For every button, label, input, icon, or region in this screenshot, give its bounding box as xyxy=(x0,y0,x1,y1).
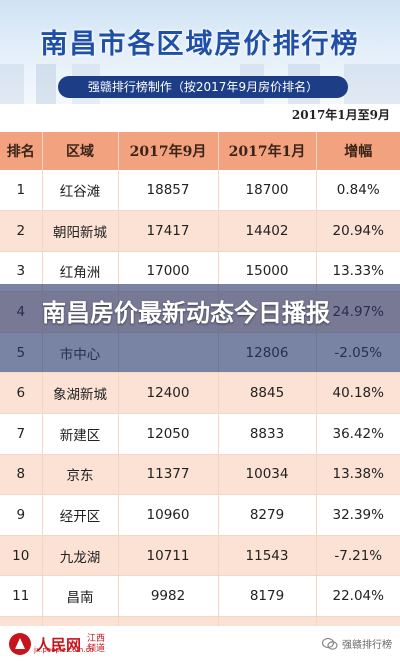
cell-jan-2017: 18700 xyxy=(218,170,317,212)
table-header-row: 排名 区域 2017年9月 2017年1月 增幅 xyxy=(0,132,400,170)
cell-sep-2017: 10711 xyxy=(118,535,219,577)
cell-sep-2017: 18857 xyxy=(118,170,219,212)
cell-sep-2017: 9982 xyxy=(118,575,219,618)
cell-area: 红谷滩 xyxy=(42,170,119,212)
cell-growth: 22.04% xyxy=(316,575,400,618)
header-sep-2017: 2017年9月 xyxy=(118,132,219,170)
cell-area: 象湖新城 xyxy=(42,372,119,415)
table-row: 8 京东 11377 10034 13.38% xyxy=(0,454,400,496)
cell-growth: 36.42% xyxy=(316,413,400,455)
logo-text: 人民网 xyxy=(36,635,82,654)
headline-text: 南昌房价最新动态今日播报 xyxy=(42,299,330,327)
cell-jan-2017: 14402 xyxy=(218,210,317,252)
wechat-icon xyxy=(322,637,338,650)
banner-title: 南昌市各区域房价排行榜 xyxy=(40,29,360,60)
ranking-table: 排名 区域 2017年9月 2017年1月 增幅 1 红谷滩 18857 18700 0… xyxy=(0,132,400,658)
cell-growth: -7.21% xyxy=(316,535,400,577)
header-growth: 增幅 xyxy=(316,132,400,170)
cell-growth: 0.84% xyxy=(316,170,400,212)
cell-growth: 32.39% xyxy=(316,494,400,536)
cell-rank: 10 xyxy=(0,535,43,577)
cell-growth: 40.18% xyxy=(316,372,400,415)
table-row: 7 新建区 12050 8833 36.42% xyxy=(0,413,400,455)
cell-area: 京东 xyxy=(42,454,119,496)
cell-area: 朝阳新城 xyxy=(42,210,119,252)
cell-rank: 11 xyxy=(0,575,43,618)
cell-sep-2017: 12050 xyxy=(118,413,219,455)
cell-rank: 6 xyxy=(0,372,43,415)
cell-area: 昌南 xyxy=(42,575,119,618)
cell-area: 九龙湖 xyxy=(42,535,119,577)
cell-area: 新建区 xyxy=(42,413,119,455)
cell-jan-2017: 8833 xyxy=(218,413,317,455)
cell-jan-2017: 11543 xyxy=(218,535,317,577)
table-row: 2 朝阳新城 17417 14402 20.94% xyxy=(0,210,400,252)
cell-growth: 20.94% xyxy=(316,210,400,252)
cell-sep-2017: 11377 xyxy=(118,454,219,496)
date-range: 2017年1月至9月 xyxy=(291,108,390,122)
cell-jan-2017: 8279 xyxy=(218,494,317,536)
header-jan-2017: 2017年1月 xyxy=(218,132,317,170)
header-area: 区域 xyxy=(42,132,119,170)
cell-sep-2017: 17417 xyxy=(118,210,219,252)
wechat-account: 强赣排行榜 xyxy=(322,636,392,651)
banner-subtitle: 强赣排行榜制作（按2017年9月房价排名） xyxy=(58,76,348,98)
cell-jan-2017: 8179 xyxy=(218,575,317,618)
cell-sep-2017: 10960 xyxy=(118,494,219,536)
cell-rank: 9 xyxy=(0,494,43,536)
cell-jan-2017: 8845 xyxy=(218,372,317,415)
table-row: 6 象湖新城 12400 8845 40.18% xyxy=(0,372,400,415)
table-row: 11 昌南 9982 8179 22.04% xyxy=(0,575,400,618)
headline-overlay xyxy=(0,284,400,372)
cell-rank: 7 xyxy=(0,413,43,455)
cell-sep-2017: 12400 xyxy=(118,372,219,415)
wechat-account-name: 强赣排行榜 xyxy=(342,640,392,651)
table-row: 9 经开区 10960 8279 32.39% xyxy=(0,494,400,536)
table-row: 10 九龙湖 10711 11543 -7.21% xyxy=(0,535,400,577)
cell-rank: 1 xyxy=(0,170,43,212)
logo-region: 江西频道 xyxy=(87,634,106,654)
cell-rank: 8 xyxy=(0,454,43,496)
cell-rank: 2 xyxy=(0,210,43,252)
cell-area: 经开区 xyxy=(42,494,119,536)
people-logo-icon xyxy=(9,633,31,655)
people-logo: 人民网 江西频道 xyxy=(8,630,109,658)
table-row: 1 红谷滩 18857 18700 0.84% xyxy=(0,170,400,212)
header-rank: 排名 xyxy=(0,132,43,170)
cell-jan-2017: 10034 xyxy=(218,454,317,496)
header-banner: 南昌市各区域房价排行榜 强赣排行榜制作（按2017年9月房价排名） xyxy=(0,0,400,104)
logo-domain: jx.people.com.cn xyxy=(34,646,94,654)
cell-growth: 13.38% xyxy=(316,454,400,496)
